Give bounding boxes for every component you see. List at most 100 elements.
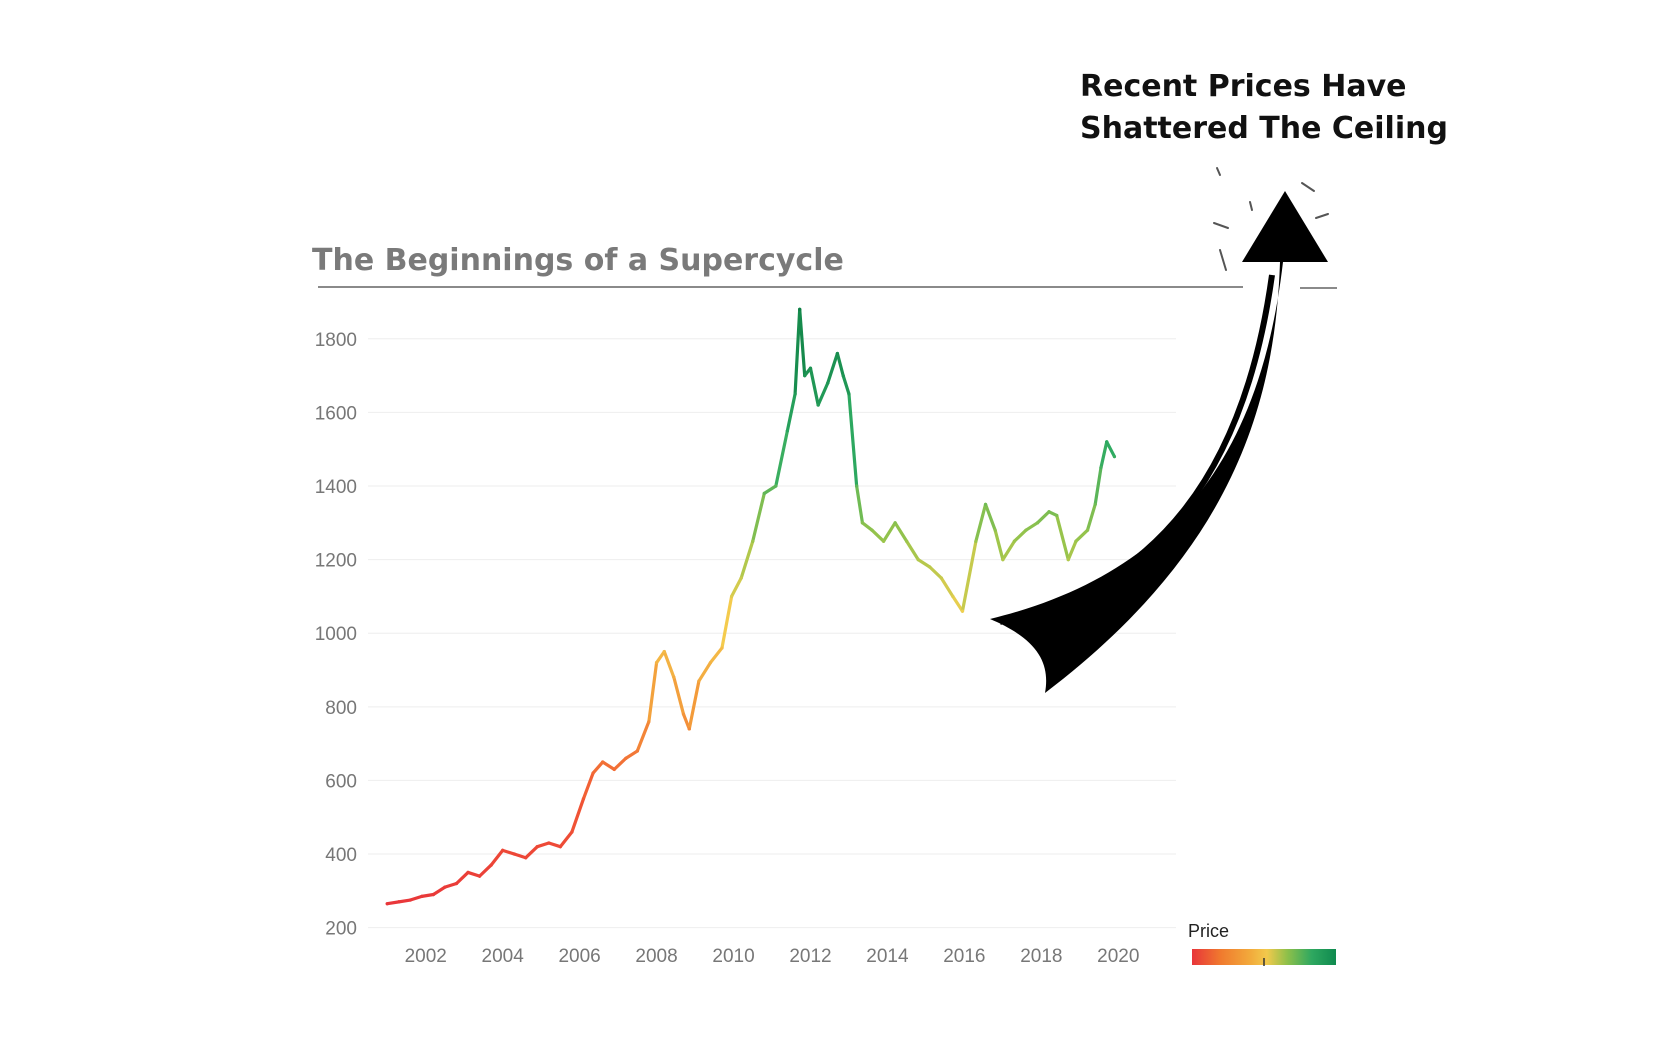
data-point	[1112, 454, 1117, 459]
line-segment	[697, 661, 713, 683]
x-axis: 2002 2004 2006 2008 2010 2012 2014 2016 2018 2020	[405, 946, 1140, 967]
line-segment	[1099, 440, 1109, 470]
data-point	[905, 539, 909, 543]
data-point	[1105, 440, 1109, 444]
line-segment	[793, 307, 802, 396]
line-segment	[512, 852, 528, 860]
data-point	[385, 902, 389, 906]
data-point	[1001, 558, 1005, 562]
line-segment	[870, 528, 886, 543]
x-tick-label: 2012	[789, 946, 831, 967]
y-tick-label: 1200	[315, 551, 357, 572]
line-segment	[547, 841, 562, 849]
line-segment	[847, 392, 859, 488]
data-point	[841, 374, 845, 378]
data-point	[870, 528, 874, 532]
data-point	[893, 521, 897, 525]
line-segment	[729, 576, 743, 599]
data-point	[647, 719, 651, 724]
line-segment	[635, 719, 651, 753]
x-tick-label: 2018	[1020, 946, 1062, 967]
data-point	[939, 576, 943, 580]
data-point	[708, 661, 713, 665]
line-segment	[951, 594, 965, 613]
data-point	[793, 392, 797, 396]
line-segment	[708, 646, 724, 665]
x-tick-label: 2002	[405, 946, 447, 967]
x-tick-label: 2006	[558, 946, 600, 967]
data-point	[835, 351, 840, 356]
line-segment	[601, 760, 616, 771]
legend-title: Price	[1188, 921, 1229, 941]
line-segment	[939, 576, 955, 599]
line-segment	[960, 539, 978, 613]
line-segment	[408, 894, 424, 902]
line-segment	[1066, 539, 1078, 562]
data-point	[454, 881, 459, 886]
line-segment	[654, 650, 666, 665]
data-point	[635, 749, 639, 753]
data-point	[1085, 528, 1090, 532]
data-point	[983, 502, 988, 507]
line-segment	[826, 351, 840, 385]
data-point	[489, 863, 493, 867]
line-segment	[501, 848, 516, 856]
line-segment	[624, 749, 639, 760]
line-segment	[420, 892, 436, 898]
line-segment	[785, 392, 797, 433]
line-segment	[1105, 440, 1117, 459]
line-segment	[720, 594, 734, 650]
line-segment	[524, 845, 539, 860]
line-segment	[591, 760, 605, 775]
x-tick-label: 2004	[482, 946, 525, 967]
line-segment	[974, 502, 988, 543]
line-segment	[1024, 521, 1040, 532]
data-point	[720, 646, 724, 650]
line-segment	[841, 374, 851, 396]
data-point	[654, 661, 659, 665]
line-segment	[647, 661, 659, 724]
line-segment	[798, 307, 807, 378]
line-segment	[1001, 539, 1017, 562]
line-segment	[916, 558, 932, 569]
data-point	[855, 484, 859, 488]
price-series	[385, 307, 1117, 906]
data-point	[808, 366, 813, 370]
data-point	[697, 679, 701, 683]
data-point	[951, 594, 955, 599]
data-point	[860, 521, 865, 525]
data-point	[443, 885, 447, 889]
annotation-line-2: Shattered The Ceiling	[1080, 111, 1448, 146]
line-segment	[570, 797, 586, 834]
annotation-line-1: Recent Prices Have	[1080, 69, 1406, 104]
data-point	[431, 892, 436, 897]
y-tick-label: 400	[325, 845, 357, 866]
data-point	[512, 852, 516, 856]
data-point	[974, 539, 978, 543]
data-point	[960, 609, 965, 613]
line-segment	[1055, 513, 1070, 562]
data-point	[501, 848, 505, 852]
data-point	[397, 900, 401, 904]
y-tick-label: 1800	[315, 330, 357, 351]
data-point	[774, 484, 778, 488]
y-tick-label: 800	[325, 698, 357, 719]
data-point	[1066, 558, 1070, 562]
line-segment	[466, 870, 482, 878]
data-point	[612, 767, 616, 771]
line-segment	[454, 870, 470, 886]
data-point	[739, 576, 743, 580]
data-point	[1055, 513, 1059, 518]
line-segment	[808, 366, 820, 407]
data-point	[687, 727, 691, 731]
data-point	[420, 894, 424, 898]
line-segment	[612, 756, 628, 771]
data-point	[1024, 528, 1028, 532]
burst-marks	[1213, 167, 1329, 271]
data-point	[751, 539, 755, 543]
data-point	[570, 830, 574, 834]
line-segment	[385, 900, 401, 906]
data-point	[1074, 539, 1078, 543]
data-point	[881, 539, 886, 543]
